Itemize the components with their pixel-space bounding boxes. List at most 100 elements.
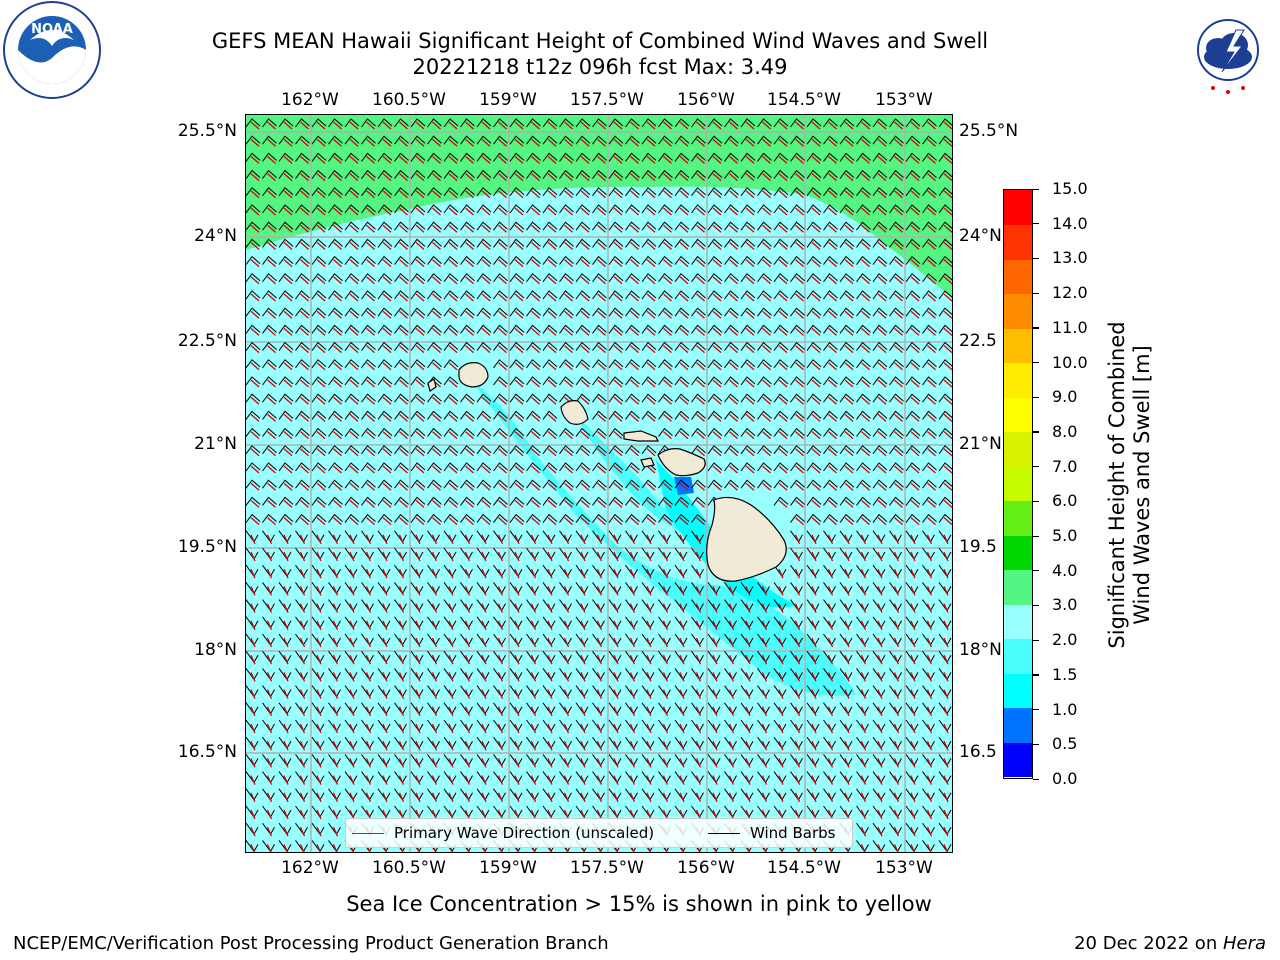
wave-direction-arrow [349, 775, 355, 785]
wave-direction-arrow [399, 293, 408, 302]
wave-direction-arrow [795, 293, 804, 302]
wave-direction-arrow [448, 396, 458, 405]
wave-direction-arrow [696, 121, 705, 130]
wind-barb [328, 393, 343, 403]
wind-barb [625, 479, 640, 489]
wind-barb [526, 169, 541, 179]
wave-direction-arrow [365, 672, 372, 682]
wave-direction-arrow [745, 740, 751, 751]
wave-direction-arrow [712, 293, 722, 302]
wind-barb [691, 410, 706, 420]
wave-direction-arrow [828, 207, 837, 216]
wave-direction-arrow [943, 448, 952, 457]
wind-barb [658, 324, 673, 334]
wind-barb [509, 445, 525, 455]
wave-direction-arrow [250, 310, 260, 319]
wave-direction-arrow [894, 345, 903, 354]
wind-barb [344, 462, 360, 472]
wind-barb [641, 445, 657, 455]
wind-barb [427, 324, 442, 334]
wind-barb [575, 324, 591, 334]
wave-direction-arrow [415, 155, 425, 164]
wave-direction-arrow [861, 190, 870, 199]
wave-direction-arrow [316, 173, 326, 182]
wave-direction-arrow [827, 689, 834, 699]
wave-direction-arrow [431, 654, 438, 665]
wave-direction-arrow [382, 603, 388, 613]
wave-direction-arrow [514, 310, 524, 319]
wind-barb [526, 135, 541, 145]
wave-direction-arrow [481, 121, 491, 130]
wave-direction-arrow [662, 775, 669, 785]
wind-barb [625, 324, 640, 334]
wave-direction-arrow [695, 637, 702, 648]
wave-direction-arrow [399, 121, 408, 130]
wave-direction-arrow [563, 723, 570, 734]
wave-direction-arrow [844, 448, 854, 457]
wind-barb [872, 273, 888, 283]
wave-direction-arrow [943, 723, 949, 734]
wave-direction-arrow [596, 672, 603, 682]
wind-barb [740, 290, 756, 300]
wave-direction-arrow [547, 775, 553, 785]
wave-direction-arrow [597, 327, 606, 336]
lon-label-top: 154.5°W [767, 90, 841, 110]
wave-direction-arrow [877, 431, 887, 440]
wind-barb [476, 255, 492, 265]
wave-direction-arrow [679, 259, 689, 268]
wind-barb [394, 410, 409, 420]
wave-direction-arrow [745, 207, 755, 216]
wave-direction-arrow [316, 844, 322, 852]
wave-direction-arrow [497, 551, 504, 562]
wave-direction-arrow [266, 637, 273, 648]
wave-direction-arrow [629, 809, 636, 820]
wave-direction-arrow [795, 259, 804, 268]
wind-barb [493, 496, 508, 506]
wave-direction-arrow [250, 603, 256, 613]
wave-direction-arrow [448, 654, 454, 665]
wave-direction-arrow [646, 637, 652, 648]
wave-direction-arrow [877, 758, 883, 768]
wave-direction-arrow [481, 654, 487, 665]
wave-direction-arrow [613, 379, 623, 388]
wave-direction-arrow [316, 241, 326, 250]
wave-direction-arrow [580, 517, 590, 526]
wave-direction-arrow [663, 345, 672, 354]
wave-direction-arrow [646, 706, 652, 717]
wind-barb [295, 135, 310, 145]
wave-direction-arrow [861, 362, 870, 371]
wave-direction-arrow [580, 758, 586, 768]
wave-direction-arrow [745, 190, 755, 199]
wave-direction-arrow [580, 241, 590, 250]
wave-direction-arrow [893, 740, 900, 751]
wind-barb [246, 462, 261, 472]
legend-wave-direction: Primary Wave Direction (unscaled) [352, 819, 654, 847]
wave-direction-arrow [629, 723, 636, 734]
wave-direction-arrow [283, 396, 293, 405]
wave-direction-arrow [481, 809, 487, 820]
wind-barb [773, 255, 789, 265]
wave-direction-arrow [828, 465, 837, 474]
wave-direction-arrow [778, 586, 784, 596]
wave-direction-arrow [481, 706, 487, 717]
wave-direction-arrow [778, 603, 784, 613]
wave-direction-arrow [729, 276, 738, 285]
wave-direction-arrow [910, 517, 920, 526]
wave-direction-arrow [926, 689, 933, 699]
wind-barb [773, 324, 789, 334]
wind-barb [328, 376, 343, 386]
wave-direction-arrow [382, 568, 388, 579]
wave-direction-arrow [448, 586, 454, 596]
wave-direction-arrow [531, 327, 540, 336]
wind-barb [856, 376, 871, 386]
wind-barb [856, 169, 871, 179]
wave-direction-arrow [481, 207, 491, 216]
wind-barb [592, 496, 607, 506]
wave-direction-arrow [893, 672, 900, 682]
wind-barb [740, 255, 756, 265]
wave-direction-arrow [827, 672, 834, 682]
wind-barb [278, 376, 294, 386]
wave-direction-arrow [696, 345, 705, 354]
wave-direction-arrow [250, 517, 260, 526]
wave-direction-arrow [431, 551, 438, 562]
